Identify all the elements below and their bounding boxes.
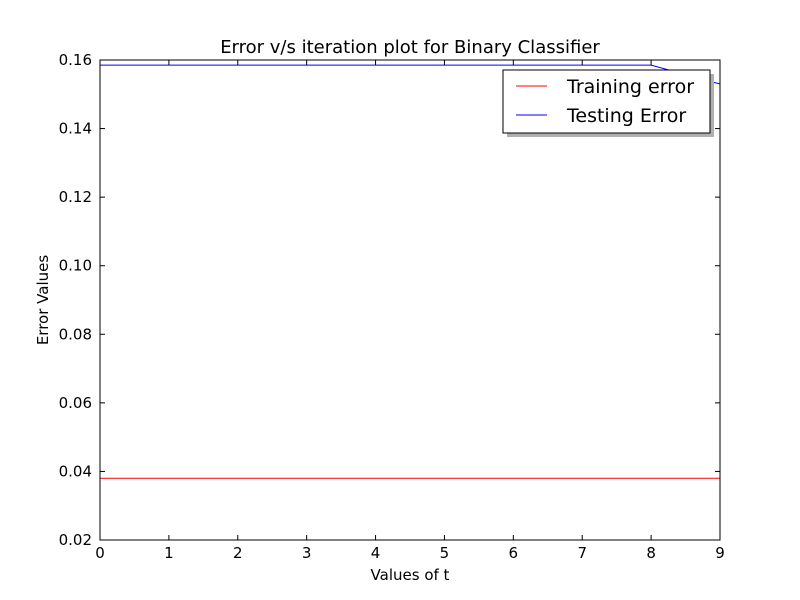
x-tick-label: 5 [440,544,450,562]
series-layer [100,64,720,479]
x-tick-label: 7 [577,544,587,562]
y-tick-label: 0.16 [59,51,92,69]
x-tick-label: 3 [302,544,312,562]
x-axis-label: Values of t [371,566,450,584]
y-tick-label: 0.10 [59,257,92,275]
y-tick-label: 0.14 [59,120,92,138]
x-tick-label: 8 [646,544,656,562]
legend-label: Testing Error [566,105,686,127]
y-tick-label: 0.02 [59,531,92,549]
y-tick-label: 0.08 [59,325,92,343]
x-tick-label: 9 [715,544,725,562]
ticks-layer: 0 1 2 3 4 5 6 7 8 9 0.02 0.04 0.06 0.08 0.10 0.12 0.14 0.… [59,51,725,562]
x-tick-label: 4 [371,544,381,562]
y-tick-label: 0.04 [59,462,92,480]
x-tick-label: 2 [233,544,243,562]
x-tick-label: 6 [509,544,519,562]
x-tick-label: 0 [95,544,105,562]
chart-title: Error v/s iteration plot for Binary Clas… [220,37,600,58]
plot-frame [99,59,721,541]
series-line-testing-error [100,64,720,85]
y-axis-label: Error Values [34,255,52,346]
legend: Training error Testing Error [502,69,714,137]
legend-box [502,69,711,134]
y-tick-label: 0.12 [59,188,92,206]
y-tick-label: 0.06 [59,394,92,412]
x-tick-label: 1 [164,544,174,562]
legend-label: Training error [566,76,694,98]
